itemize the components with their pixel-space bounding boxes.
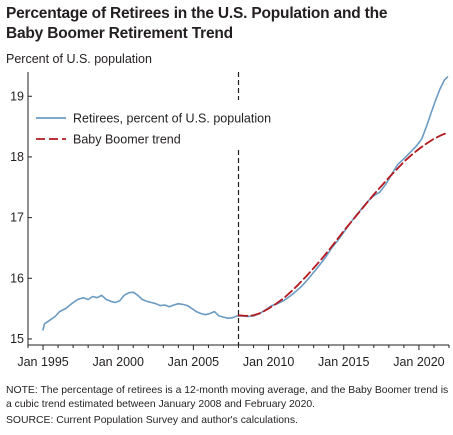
chart-source: SOURCE: Current Population Survey and au… <box>6 415 298 426</box>
x-tick-label: Jan 2010 <box>243 355 294 369</box>
series-line-baby-boomer-trend <box>237 131 449 317</box>
y-tick-label: 18 <box>10 150 24 164</box>
y-tick-label: 17 <box>10 211 24 225</box>
chart-title: Percentage of Retirees in the U.S. Popul… <box>6 4 446 44</box>
series-line-retirees <box>42 76 449 331</box>
chart-title-line2: Baby Boomer Retirement Trend <box>6 25 233 42</box>
x-tick-label: Jan 1995 <box>17 355 68 369</box>
y-tick-label: 16 <box>10 271 24 285</box>
y-tick-label: 15 <box>10 332 24 346</box>
x-tick-label: Jan 2015 <box>318 355 369 369</box>
y-axis-label: Percent of U.S. population <box>6 52 152 66</box>
legend-label: Baby Boomer trend <box>73 133 181 147</box>
x-tick-label: Jan 2000 <box>92 355 143 369</box>
legend-label: Retirees, percent of U.S. population <box>73 112 271 126</box>
chart-title-line1: Percentage of Retirees in the U.S. Popul… <box>6 5 388 22</box>
x-tick-label: Jan 2020 <box>393 355 444 369</box>
chart-note: NOTE: The percentage of retirees is a 12… <box>6 385 449 410</box>
y-tick-label: 19 <box>10 89 24 103</box>
x-tick-label: Jan 2005 <box>168 355 219 369</box>
